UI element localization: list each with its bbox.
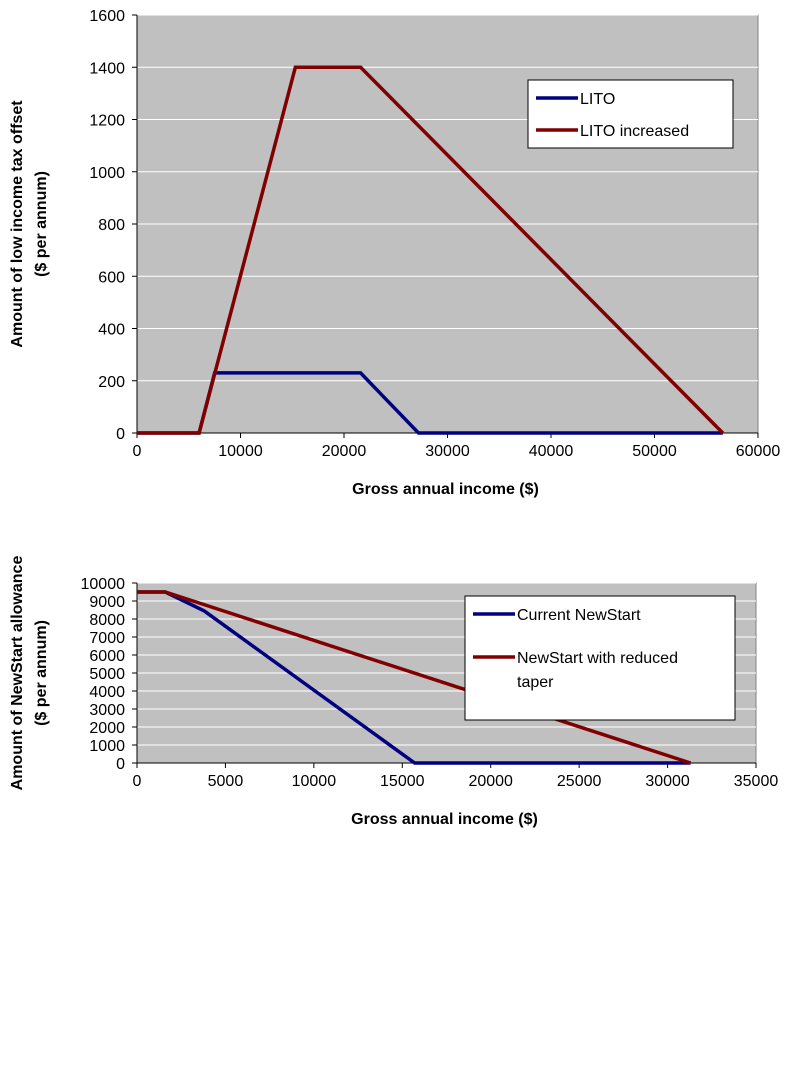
y-tick-label: 600	[98, 269, 125, 286]
x-tick-label: 30000	[645, 773, 690, 790]
x-tick-label: 10000	[218, 443, 263, 460]
y-tick-label: 1200	[89, 113, 125, 130]
y-axis-title-line: Amount of NewStart allowance	[9, 556, 26, 791]
y-axis-title: Amount of NewStart allowance ($ per annum…	[9, 556, 50, 791]
x-tick-label: 25000	[557, 773, 602, 790]
x-tick-label: 15000	[380, 773, 425, 790]
x-tick-label: 40000	[529, 443, 574, 460]
y-tick-label: 0	[116, 426, 125, 443]
legend-box	[527, 79, 734, 149]
series-line-lito-increased	[137, 65, 725, 435]
y-tick-label: 3000	[89, 702, 125, 719]
y-axis-title-line: ($ per annum)	[33, 620, 50, 726]
y-tick-label: 6000	[89, 648, 125, 665]
y-tick-label: 1600	[89, 8, 125, 25]
x-tick-label: 10000	[292, 773, 337, 790]
legend-label: LITO increased	[580, 123, 689, 140]
x-tick-label: 30000	[425, 443, 470, 460]
y-tick-label: 400	[98, 322, 125, 339]
x-tick-label: 20000	[322, 443, 367, 460]
y-axis-title: Amount of low income tax offset ($ per an…	[9, 100, 50, 348]
y-axis-title-line: Amount of low income tax offset	[9, 100, 26, 348]
x-tick-label: 0	[133, 443, 142, 460]
x-axis-title: Gross annual income ($)	[351, 811, 538, 828]
legend-label-line: taper	[517, 674, 554, 691]
x-axis-title: Gross annual income ($)	[352, 481, 539, 498]
x-tick-label: 20000	[468, 773, 513, 790]
x-tick-label: 5000	[208, 773, 244, 790]
legend-label: LITO	[580, 91, 615, 108]
legend-label-line: Current NewStart	[517, 607, 641, 624]
chart-2: 0100020003000400050006000700080009000100…	[9, 556, 778, 828]
x-tick-label: 35000	[734, 773, 779, 790]
y-tick-label: 1000	[89, 165, 125, 182]
x-tick-label: 60000	[736, 443, 781, 460]
y-tick-label: 7000	[89, 630, 125, 647]
legend: LITO LITO increased	[527, 79, 734, 149]
legend: Current NewStart NewStart with reduced tap…	[464, 595, 736, 721]
y-tick-label: 9000	[89, 594, 125, 611]
legend-label: Current NewStart	[517, 607, 641, 624]
y-tick-label: 200	[98, 374, 125, 391]
y-tick-label: 2000	[89, 720, 125, 737]
x-tick-label: 0	[133, 773, 142, 790]
legend-label: NewStart with reduced taper	[517, 650, 678, 691]
legend-label-line: LITO	[580, 91, 615, 108]
x-tick-label: 50000	[632, 443, 677, 460]
y-tick-label: 800	[98, 217, 125, 234]
y-axis-title-line: ($ per annum)	[33, 171, 50, 277]
y-tick-label: 5000	[89, 666, 125, 683]
y-tick-label: 4000	[89, 684, 125, 701]
legend-label-line: LITO increased	[580, 123, 689, 140]
chart-1: 0 200 400 600 800 1000 1200 1400 1600 0 10000 20000…	[9, 8, 780, 498]
y-tick-label: 10000	[81, 576, 126, 593]
y-tick-label: 8000	[89, 612, 125, 629]
y-tick-label: 1000	[89, 738, 125, 755]
legend-label-line: NewStart with reduced	[517, 650, 678, 667]
y-tick-label: 0	[116, 756, 125, 773]
y-tick-label: 1400	[89, 60, 125, 77]
